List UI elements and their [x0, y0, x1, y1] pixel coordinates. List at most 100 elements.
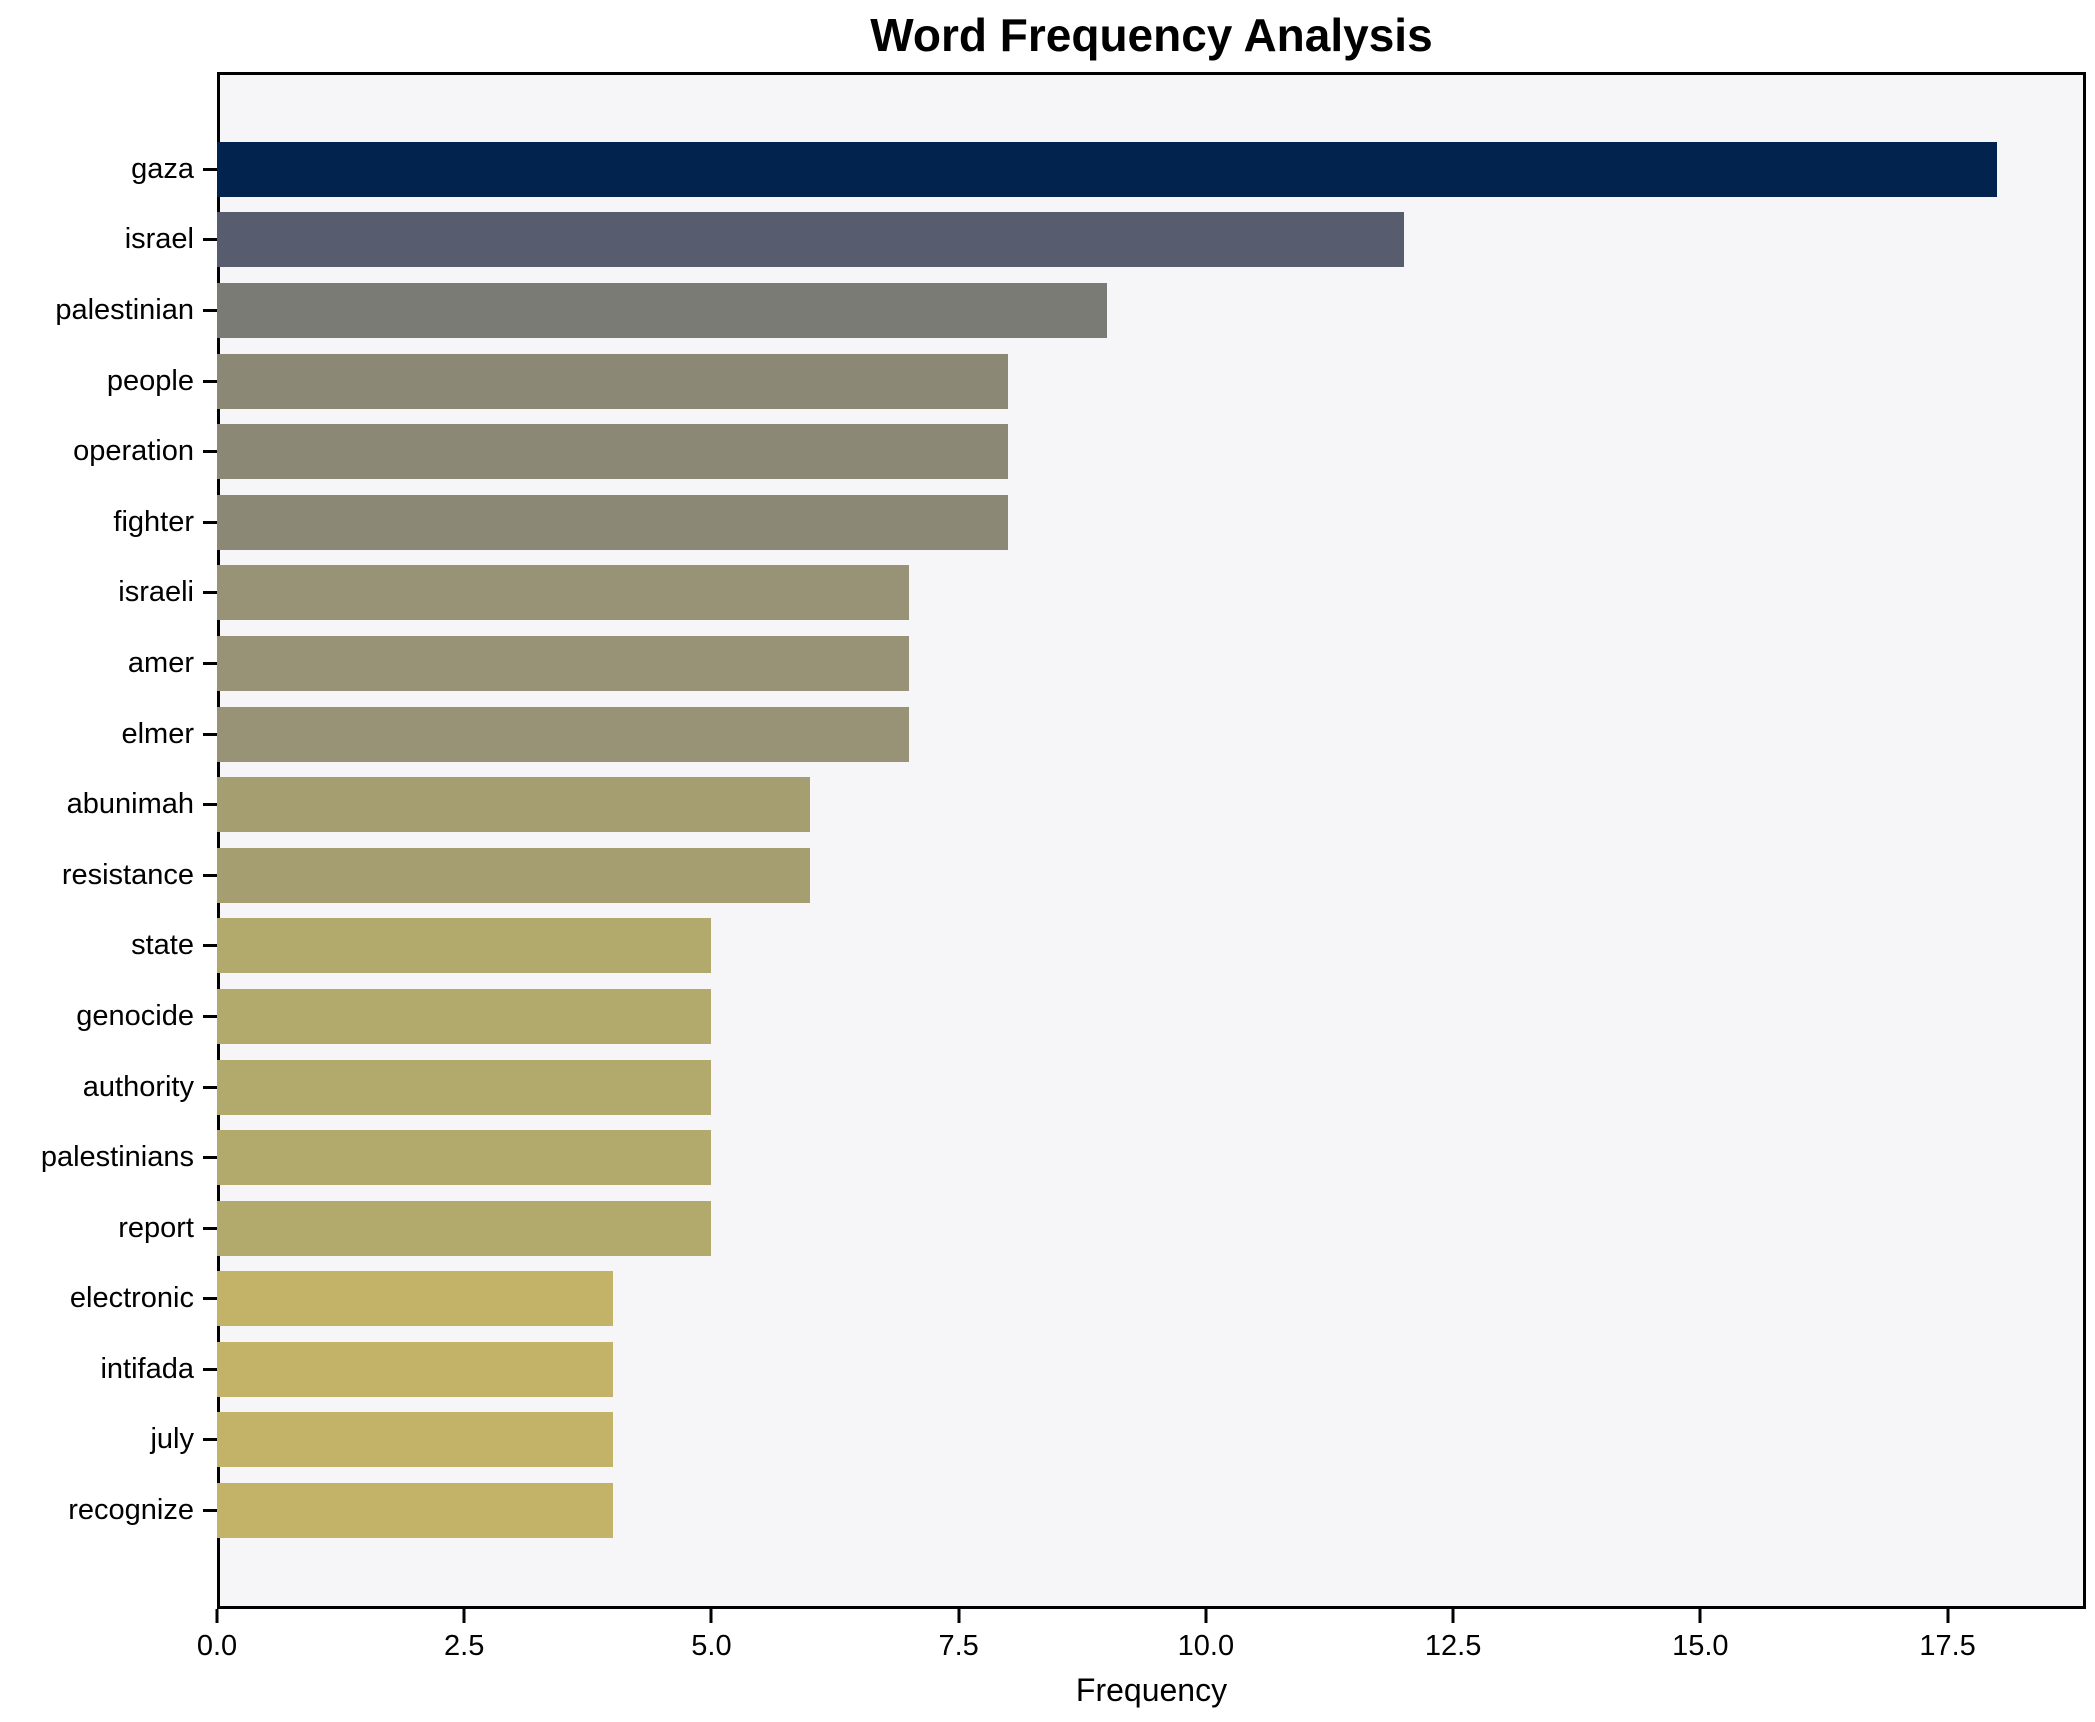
y-tick-mark	[203, 873, 217, 877]
y-tick-label-authority: authority	[82, 1070, 194, 1103]
x-tick-label-10.0: 10.0	[1177, 1630, 1235, 1662]
y-label-row: people	[0, 346, 217, 417]
y-tick-mark	[203, 1014, 217, 1018]
bar-row	[217, 416, 2086, 487]
bar-electronic	[217, 1271, 613, 1327]
bar-row	[217, 769, 2086, 840]
bar-fighter	[217, 494, 1009, 550]
x-tick-label-17.5: 17.5	[1919, 1630, 1976, 1662]
y-label-row: genocide	[0, 981, 217, 1052]
y-tick-label-israel: israel	[124, 223, 194, 256]
y-label-row: recognize	[0, 1475, 217, 1546]
y-label-row: july	[0, 1405, 217, 1476]
y-tick-label-people: people	[106, 364, 194, 397]
y-tick-mark	[203, 591, 217, 595]
y-tick-mark	[203, 167, 217, 171]
y-tick-mark	[203, 1367, 217, 1371]
bar-report	[217, 1200, 712, 1256]
y-label-row: gaza	[0, 134, 217, 205]
y-label-row: amer	[0, 628, 217, 699]
y-tick-label-amer: amer	[127, 646, 194, 679]
x-tick-label-5.0: 5.0	[691, 1630, 732, 1662]
y-tick-label-elmer: elmer	[121, 717, 194, 750]
x-tick-label-2.5: 2.5	[444, 1630, 485, 1662]
bar-row	[217, 487, 2086, 558]
y-label-row: resistance	[0, 840, 217, 911]
y-label-row: electronic	[0, 1264, 217, 1335]
y-tick-mark	[203, 450, 217, 454]
y-tick-label-recognize: recognize	[68, 1494, 194, 1527]
y-tick-mark	[203, 944, 217, 948]
y-tick-label-fighter: fighter	[113, 505, 194, 538]
bar-row	[217, 1122, 2086, 1193]
y-tick-label-report: report	[118, 1211, 194, 1244]
bar-people	[217, 353, 1009, 409]
y-tick-label-state: state	[131, 929, 194, 962]
y-tick-mark	[203, 1509, 217, 1513]
y-tick-mark	[203, 1297, 217, 1301]
bar-palestinians	[217, 1130, 712, 1186]
bar-genocide	[217, 988, 712, 1044]
bar-row	[217, 346, 2086, 417]
bar-row	[217, 981, 2086, 1052]
x-tick-mark	[1451, 1609, 1455, 1623]
y-label-row: israel	[0, 205, 217, 276]
x-tick-label-0.0: 0.0	[196, 1630, 238, 1662]
bar-operation	[217, 424, 1009, 480]
chart-title: Word Frequency Analysis	[870, 9, 1433, 61]
y-tick-label-electronic: electronic	[69, 1282, 194, 1315]
bar-row	[217, 1052, 2086, 1123]
bar-row	[217, 628, 2086, 699]
y-label-row: report	[0, 1193, 217, 1264]
bar-row	[217, 840, 2086, 911]
bar-rows	[217, 72, 2086, 1609]
y-tick-label-israeli: israeli	[118, 576, 194, 609]
x-tick-label-15.0: 15.0	[1672, 1630, 1729, 1662]
y-label-row: state	[0, 911, 217, 982]
bar-abunimah	[217, 777, 811, 833]
bar-palestinian	[217, 282, 1107, 338]
bar-intifada	[217, 1341, 613, 1397]
x-axis-label: Frequency	[1075, 1672, 1228, 1708]
y-tick-mark	[203, 803, 217, 807]
bar-row	[217, 1193, 2086, 1264]
bar-row	[217, 911, 2086, 982]
bar-row	[217, 558, 2086, 629]
x-tick-mark	[709, 1609, 713, 1623]
y-label-row: palestinian	[0, 275, 217, 346]
y-tick-mark	[203, 1156, 217, 1160]
x-tick-mark	[462, 1609, 466, 1623]
x-tick-mark	[957, 1609, 961, 1623]
bar-gaza	[217, 141, 1997, 197]
bar-row	[217, 1405, 2086, 1476]
y-tick-label-operation: operation	[73, 435, 194, 468]
bar-israeli	[217, 565, 910, 621]
x-tick-label-12.5: 12.5	[1424, 1630, 1482, 1662]
y-tick-mark	[203, 1085, 217, 1089]
bar-row	[217, 1264, 2086, 1335]
x-tick-mark	[1698, 1609, 1702, 1623]
y-label-row: elmer	[0, 699, 217, 770]
y-tick-label-palestinian: palestinian	[55, 293, 194, 326]
y-tick-mark	[203, 238, 217, 242]
y-label-row: abunimah	[0, 769, 217, 840]
y-tick-label-gaza: gaza	[131, 152, 194, 185]
x-tick-mark	[1946, 1609, 1950, 1623]
y-axis-labels: gaza israel palestinian people operation figh…	[0, 72, 217, 1609]
bar-state	[217, 918, 712, 974]
y-tick-mark	[203, 520, 217, 524]
bar-recognize	[217, 1483, 613, 1539]
y-label-row: palestinians	[0, 1122, 217, 1193]
y-tick-label-abunimah: abunimah	[66, 788, 194, 821]
bar-amer	[217, 635, 910, 691]
y-tick-label-intifada: intifada	[100, 1352, 194, 1385]
y-tick-label-genocide: genocide	[76, 999, 194, 1032]
y-tick-label-palestinians: palestinians	[40, 1141, 194, 1174]
bar-row	[217, 275, 2086, 346]
bar-row	[217, 1475, 2086, 1546]
x-tick-mark	[215, 1609, 219, 1623]
x-tick-label-7.5: 7.5	[938, 1630, 979, 1662]
bar-elmer	[217, 706, 910, 762]
bar-resistance	[217, 847, 811, 903]
